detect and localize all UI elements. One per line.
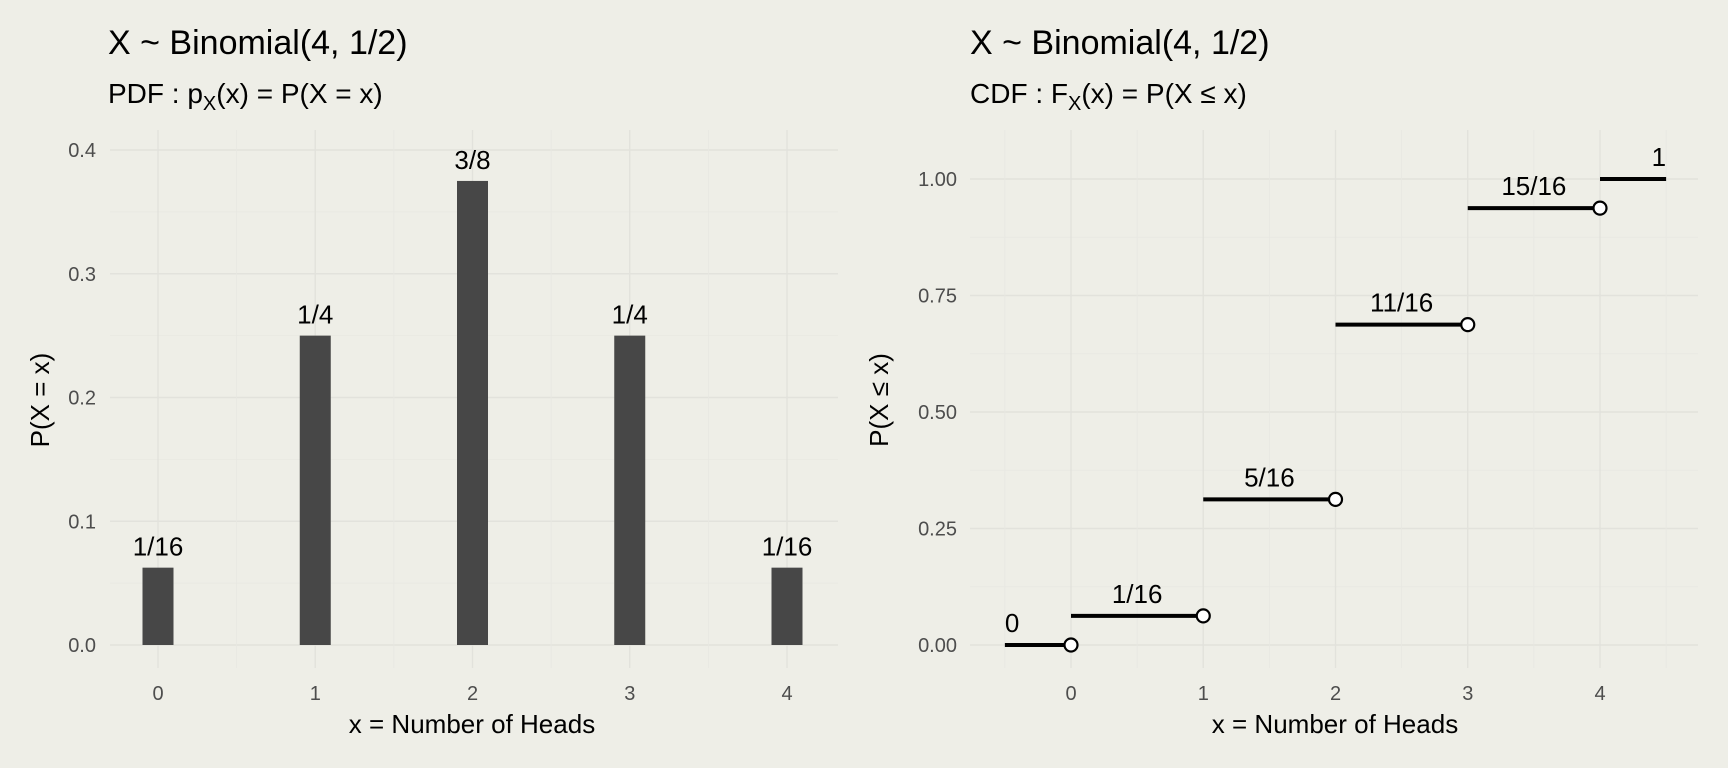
pdf-y-axis-title: P(X = x) <box>25 353 55 448</box>
cdf-subtitle-subscript: X <box>1068 93 1081 115</box>
pdf-bar <box>457 180 488 645</box>
cdf-open-point <box>1460 317 1476 333</box>
cdf-subtitle-suffix: (x) = P(X ≤ x) <box>1081 78 1246 109</box>
pdf-data-label: 1/4 <box>297 300 333 330</box>
cdf-data-label: 1/16 <box>1112 579 1163 609</box>
pdf-bars <box>142 180 803 645</box>
pdf-x-tick-label: 0 <box>152 683 163 705</box>
cdf-x-tick-label: 2 <box>1330 683 1341 705</box>
pdf-y-tick-label: 0.4 <box>68 140 96 162</box>
pdf-x-ticks: 0 1 2 3 4 <box>152 683 792 705</box>
cdf-open-point <box>1327 491 1344 507</box>
cdf-y-tick-label: 0.00 <box>918 635 957 657</box>
pdf-y-tick-label: 0.3 <box>68 264 96 286</box>
cdf-data-label: 0 <box>1005 608 1019 638</box>
pdf-data-label: 1/4 <box>612 300 648 330</box>
cdf-grid <box>970 130 1698 668</box>
pdf-y-tick-label: 0.0 <box>68 635 96 657</box>
pdf-chart: X ~ Binomial(4, 1/2) PDF : pX(x) = P(X =… <box>25 24 838 739</box>
cdf-x-tick-label: 4 <box>1594 683 1605 705</box>
pdf-subtitle: PDF : pX(x) = P(X = x) <box>108 78 383 115</box>
cdf-subtitle-prefix: CDF : F <box>970 78 1068 109</box>
cdf-open-point <box>1063 637 1079 653</box>
cdf-x-tick-label: 1 <box>1198 683 1209 705</box>
cdf-step-segments <box>1004 177 1667 647</box>
pdf-data-label: 1/16 <box>762 532 813 562</box>
cdf-x-axis-title: x = Number of Heads <box>1212 709 1458 739</box>
pdf-x-tick-label: 2 <box>467 683 478 705</box>
cdf-data-label: 5/16 <box>1244 462 1295 492</box>
cdf-y-tick-label: 0.75 <box>918 286 957 308</box>
cdf-data-label: 15/16 <box>1501 171 1566 201</box>
cdf-y-tick-label: 0.50 <box>918 402 957 424</box>
cdf-y-tick-label: 1.00 <box>918 169 957 191</box>
pdf-y-tick-label: 0.2 <box>68 388 96 410</box>
pdf-bar <box>142 567 174 645</box>
pdf-data-label: 3/8 <box>454 145 490 175</box>
pdf-bar <box>771 567 803 645</box>
pdf-x-axis-title: x = Number of Heads <box>349 709 595 739</box>
pdf-subtitle-subscript: X <box>203 93 216 115</box>
cdf-y-tick-label: 0.25 <box>918 519 957 541</box>
pdf-x-tick-label: 4 <box>781 683 792 705</box>
cdf-y-ticks: 0.00 0.25 0.50 0.75 1.00 <box>918 169 957 657</box>
cdf-open-point <box>1195 608 1211 624</box>
pdf-title: X ~ Binomial(4, 1/2) <box>108 24 408 62</box>
pdf-bar <box>299 335 331 645</box>
pdf-y-tick-label: 0.1 <box>68 511 96 533</box>
pdf-data-label: 1/16 <box>133 532 184 562</box>
cdf-x-tick-label: 0 <box>1065 683 1076 705</box>
cdf-chart: X ~ Binomial(4, 1/2) CDF : FX(x) = P(X ≤… <box>864 24 1698 739</box>
cdf-subtitle: CDF : FX(x) = P(X ≤ x) <box>970 78 1247 115</box>
pdf-y-ticks: 0.0 0.1 0.2 0.3 0.4 <box>68 140 96 657</box>
cdf-y-axis-title: P(X ≤ x) <box>864 353 894 447</box>
pdf-data-labels: 1/16 1/4 3/8 1/4 1/16 <box>133 145 813 562</box>
cdf-x-ticks: 0 1 2 3 4 <box>1065 683 1605 705</box>
pdf-bar <box>614 335 646 645</box>
cdf-data-label: 1 <box>1652 142 1666 172</box>
pdf-subtitle-suffix: (x) = P(X = x) <box>216 78 382 109</box>
pdf-x-tick-label: 3 <box>624 683 635 705</box>
cdf-title: X ~ Binomial(4, 1/2) <box>970 24 1270 62</box>
pdf-x-tick-label: 1 <box>310 683 321 705</box>
cdf-open-points <box>1063 200 1608 653</box>
cdf-open-point <box>1592 200 1608 216</box>
cdf-x-tick-label: 3 <box>1462 683 1473 705</box>
pdf-subtitle-prefix: PDF : p <box>108 78 203 109</box>
cdf-data-label: 11/16 <box>1370 288 1433 318</box>
cdf-data-labels: 0 1/16 5/16 11/16 15/16 1 <box>1005 142 1666 638</box>
